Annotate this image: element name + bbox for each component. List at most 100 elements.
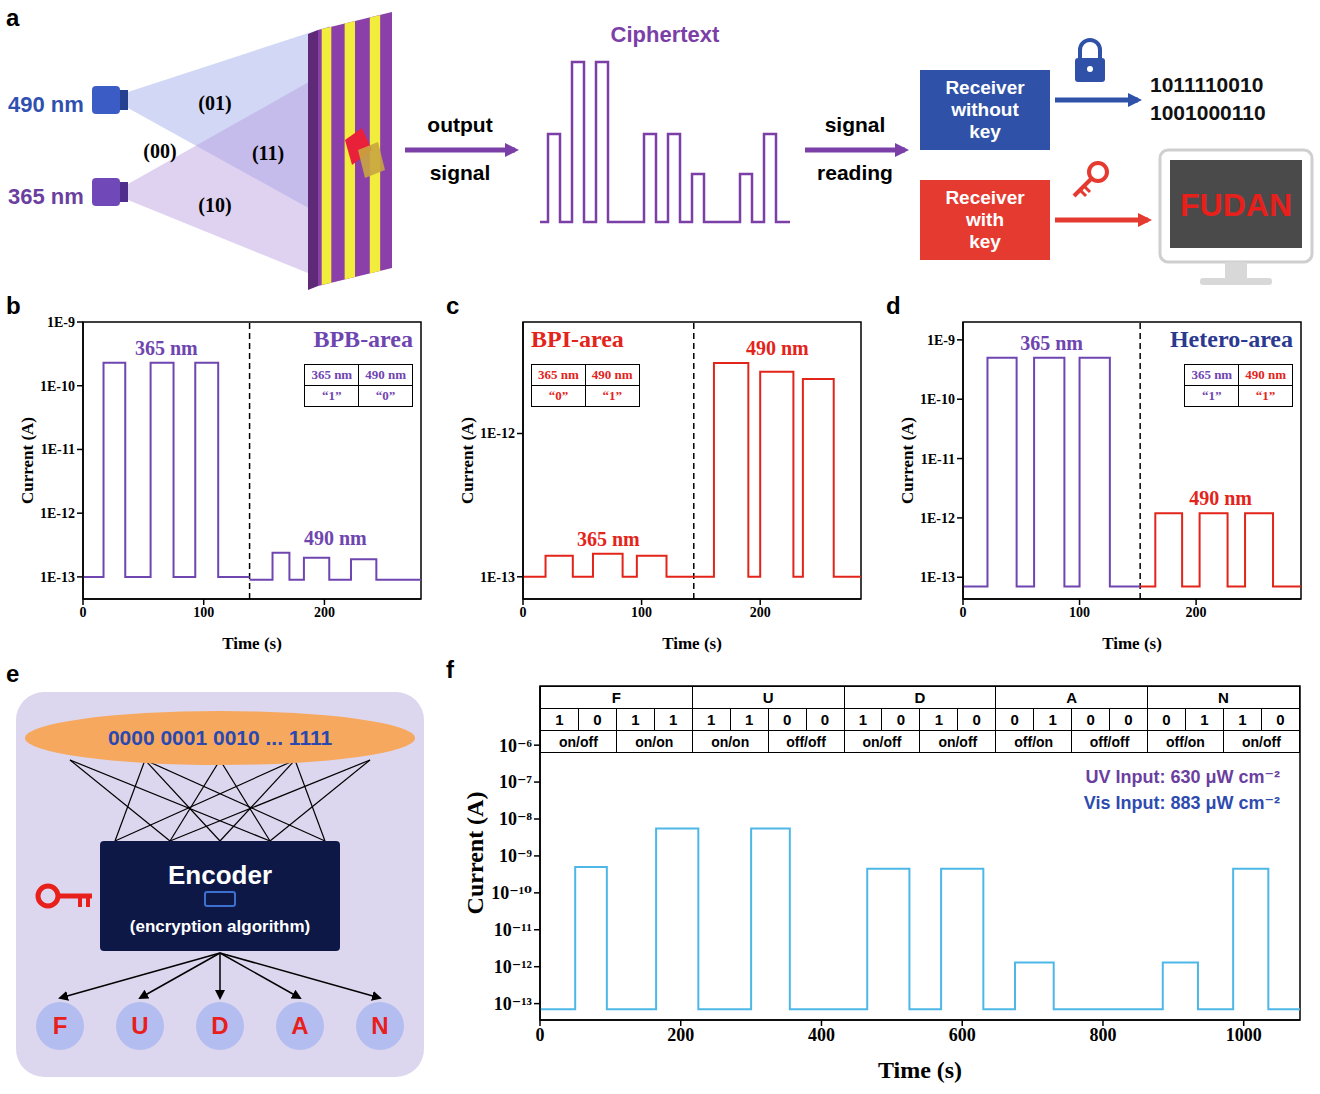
svg-text:with: with <box>965 209 1004 230</box>
svg-text:signal: signal <box>430 161 491 184</box>
svg-text:key: key <box>969 231 1001 252</box>
svg-text:10⁻⁷: 10⁻⁷ <box>499 772 533 792</box>
html-text:490 nm: 490 nm <box>746 337 809 360</box>
svg-text:Time (s): Time (s) <box>1102 634 1162 653</box>
svg-text:0: 0 <box>960 605 967 620</box>
html-text:365 nm: 365 nm <box>134 336 198 359</box>
svg-text:D: D <box>211 1012 228 1039</box>
svg-text:1001000110: 1001000110 <box>1150 101 1266 124</box>
html-text:UV Input: 630 μW cm⁻²: UV Input: 630 μW cm⁻² <box>1085 767 1280 787</box>
html-text:off/on: off/on <box>1166 733 1205 750</box>
svg-text:N: N <box>371 1012 388 1039</box>
svg-text:A: A <box>291 1012 308 1039</box>
svg-text:(00): (00) <box>143 140 176 163</box>
svg-text:Time (s): Time (s) <box>878 1057 962 1083</box>
svg-text:365 nm: 365 nm <box>8 184 84 209</box>
html-text:365 nm: 365 nm <box>1020 331 1083 354</box>
svg-text:200: 200 <box>667 1025 694 1045</box>
svg-text:100: 100 <box>1069 605 1090 620</box>
svg-text:Current (A): Current (A) <box>898 417 917 504</box>
svg-text:Current (A): Current (A) <box>458 417 477 504</box>
svg-text:key: key <box>969 121 1001 142</box>
svg-text:0: 0 <box>520 605 527 620</box>
html-text:490 nm: 490 nm <box>365 367 406 382</box>
svg-text:Current (A): Current (A) <box>18 417 37 504</box>
html-text:365 nm: 365 nm <box>538 367 579 382</box>
html-text:490 nm: 490 nm <box>1189 487 1252 510</box>
html-text:on/off: on/off <box>559 733 598 750</box>
svg-text:1E-10: 1E-10 <box>920 392 955 407</box>
svg-text:100: 100 <box>631 605 652 620</box>
svg-text:600: 600 <box>949 1025 976 1045</box>
svg-text:100: 100 <box>193 605 214 620</box>
html-text:on/off: on/off <box>862 733 902 750</box>
html-text:on/off: on/off <box>938 733 978 750</box>
svg-text:1E-13: 1E-13 <box>480 570 515 585</box>
svg-text:1E-13: 1E-13 <box>920 570 955 585</box>
html-text:Vis Input: 883 μW cm⁻²: Vis Input: 883 μW cm⁻² <box>1083 793 1280 813</box>
svg-text:1E-11: 1E-11 <box>921 452 955 467</box>
svg-text:(10): (10) <box>198 194 231 217</box>
svg-text:490 nm: 490 nm <box>8 92 84 117</box>
svg-text:signal: signal <box>825 113 886 136</box>
svg-text:200: 200 <box>1186 605 1207 620</box>
svg-text:(encryption algorithm): (encryption algorithm) <box>130 917 310 936</box>
html-text:490 nm: 490 nm <box>303 526 367 549</box>
svg-text:1E-11: 1E-11 <box>41 442 75 457</box>
svg-text:without: without <box>950 99 1019 120</box>
svg-text:10⁻¹²: 10⁻¹² <box>494 957 532 977</box>
svg-text:0: 0 <box>80 605 87 620</box>
svg-text:e: e <box>6 660 19 687</box>
svg-text:0: 0 <box>536 1025 545 1045</box>
svg-text:1E-10: 1E-10 <box>40 379 75 394</box>
svg-text:800: 800 <box>1089 1025 1116 1045</box>
svg-text:1E-9: 1E-9 <box>927 333 955 348</box>
html-text:365 nm: 365 nm <box>577 527 640 550</box>
svg-text:a: a <box>6 4 20 31</box>
svg-text:10⁻¹⁰: 10⁻¹⁰ <box>491 883 532 903</box>
svg-text:200: 200 <box>750 605 771 620</box>
html-text:off/off: off/off <box>1089 733 1130 750</box>
svg-text:1E-12: 1E-12 <box>920 511 955 526</box>
svg-text:400: 400 <box>808 1025 835 1045</box>
svg-text:(11): (11) <box>252 142 284 165</box>
svg-text:10⁻¹³: 10⁻¹³ <box>494 994 533 1014</box>
svg-text:1E-12: 1E-12 <box>480 426 515 441</box>
svg-text:10⁻¹¹: 10⁻¹¹ <box>494 920 532 940</box>
svg-text:10⁻⁸: 10⁻⁸ <box>499 809 533 829</box>
svg-text:Time (s): Time (s) <box>662 634 722 653</box>
svg-text:1E-12: 1E-12 <box>40 506 75 521</box>
svg-text:U: U <box>131 1012 148 1039</box>
svg-text:1E-9: 1E-9 <box>47 315 75 330</box>
html-text:on/off: on/off <box>1242 733 1281 750</box>
svg-text:Ciphertext: Ciphertext <box>611 22 720 47</box>
svg-text:1011110010: 1011110010 <box>1150 73 1263 96</box>
svg-text:Receiver: Receiver <box>945 77 1025 98</box>
svg-text:1E-13: 1E-13 <box>40 570 75 585</box>
html-text:off/off: off/off <box>786 733 826 750</box>
html-text:BPI-area: BPI-area <box>531 326 624 352</box>
svg-text:10⁻⁹: 10⁻⁹ <box>499 846 533 866</box>
svg-text:Receiver: Receiver <box>945 187 1025 208</box>
html-text:on/on: on/on <box>635 733 674 750</box>
html-text:b: b <box>6 292 21 319</box>
svg-text:Time (s): Time (s) <box>222 634 282 653</box>
svg-text:Encoder: Encoder <box>168 860 272 890</box>
svg-text:1000: 1000 <box>1226 1025 1262 1045</box>
html-text:365 nm: 365 nm <box>311 367 353 382</box>
svg-text:FUDAN: FUDAN <box>1180 187 1292 223</box>
svg-text:(01): (01) <box>198 92 231 115</box>
svg-text:10⁻⁶: 10⁻⁶ <box>499 736 533 756</box>
html-text:Hetero-area: Hetero-area <box>1170 326 1293 352</box>
html-text:on/on: on/on <box>711 733 750 750</box>
html-text:off/on: off/on <box>1014 733 1054 750</box>
svg-text:output: output <box>427 113 492 136</box>
svg-text:200: 200 <box>314 605 335 620</box>
html-text:BPB-area: BPB-area <box>313 326 413 352</box>
html-text:“0”: “0” <box>375 388 396 403</box>
svg-text:reading: reading <box>817 161 893 184</box>
html-text:“1”: “1” <box>322 388 342 403</box>
svg-text:Current (A): Current (A) <box>462 792 488 915</box>
svg-text:0000 0001 0010 ... 1111: 0000 0001 0010 ... 1111 <box>108 726 333 749</box>
svg-text:F: F <box>53 1012 68 1039</box>
